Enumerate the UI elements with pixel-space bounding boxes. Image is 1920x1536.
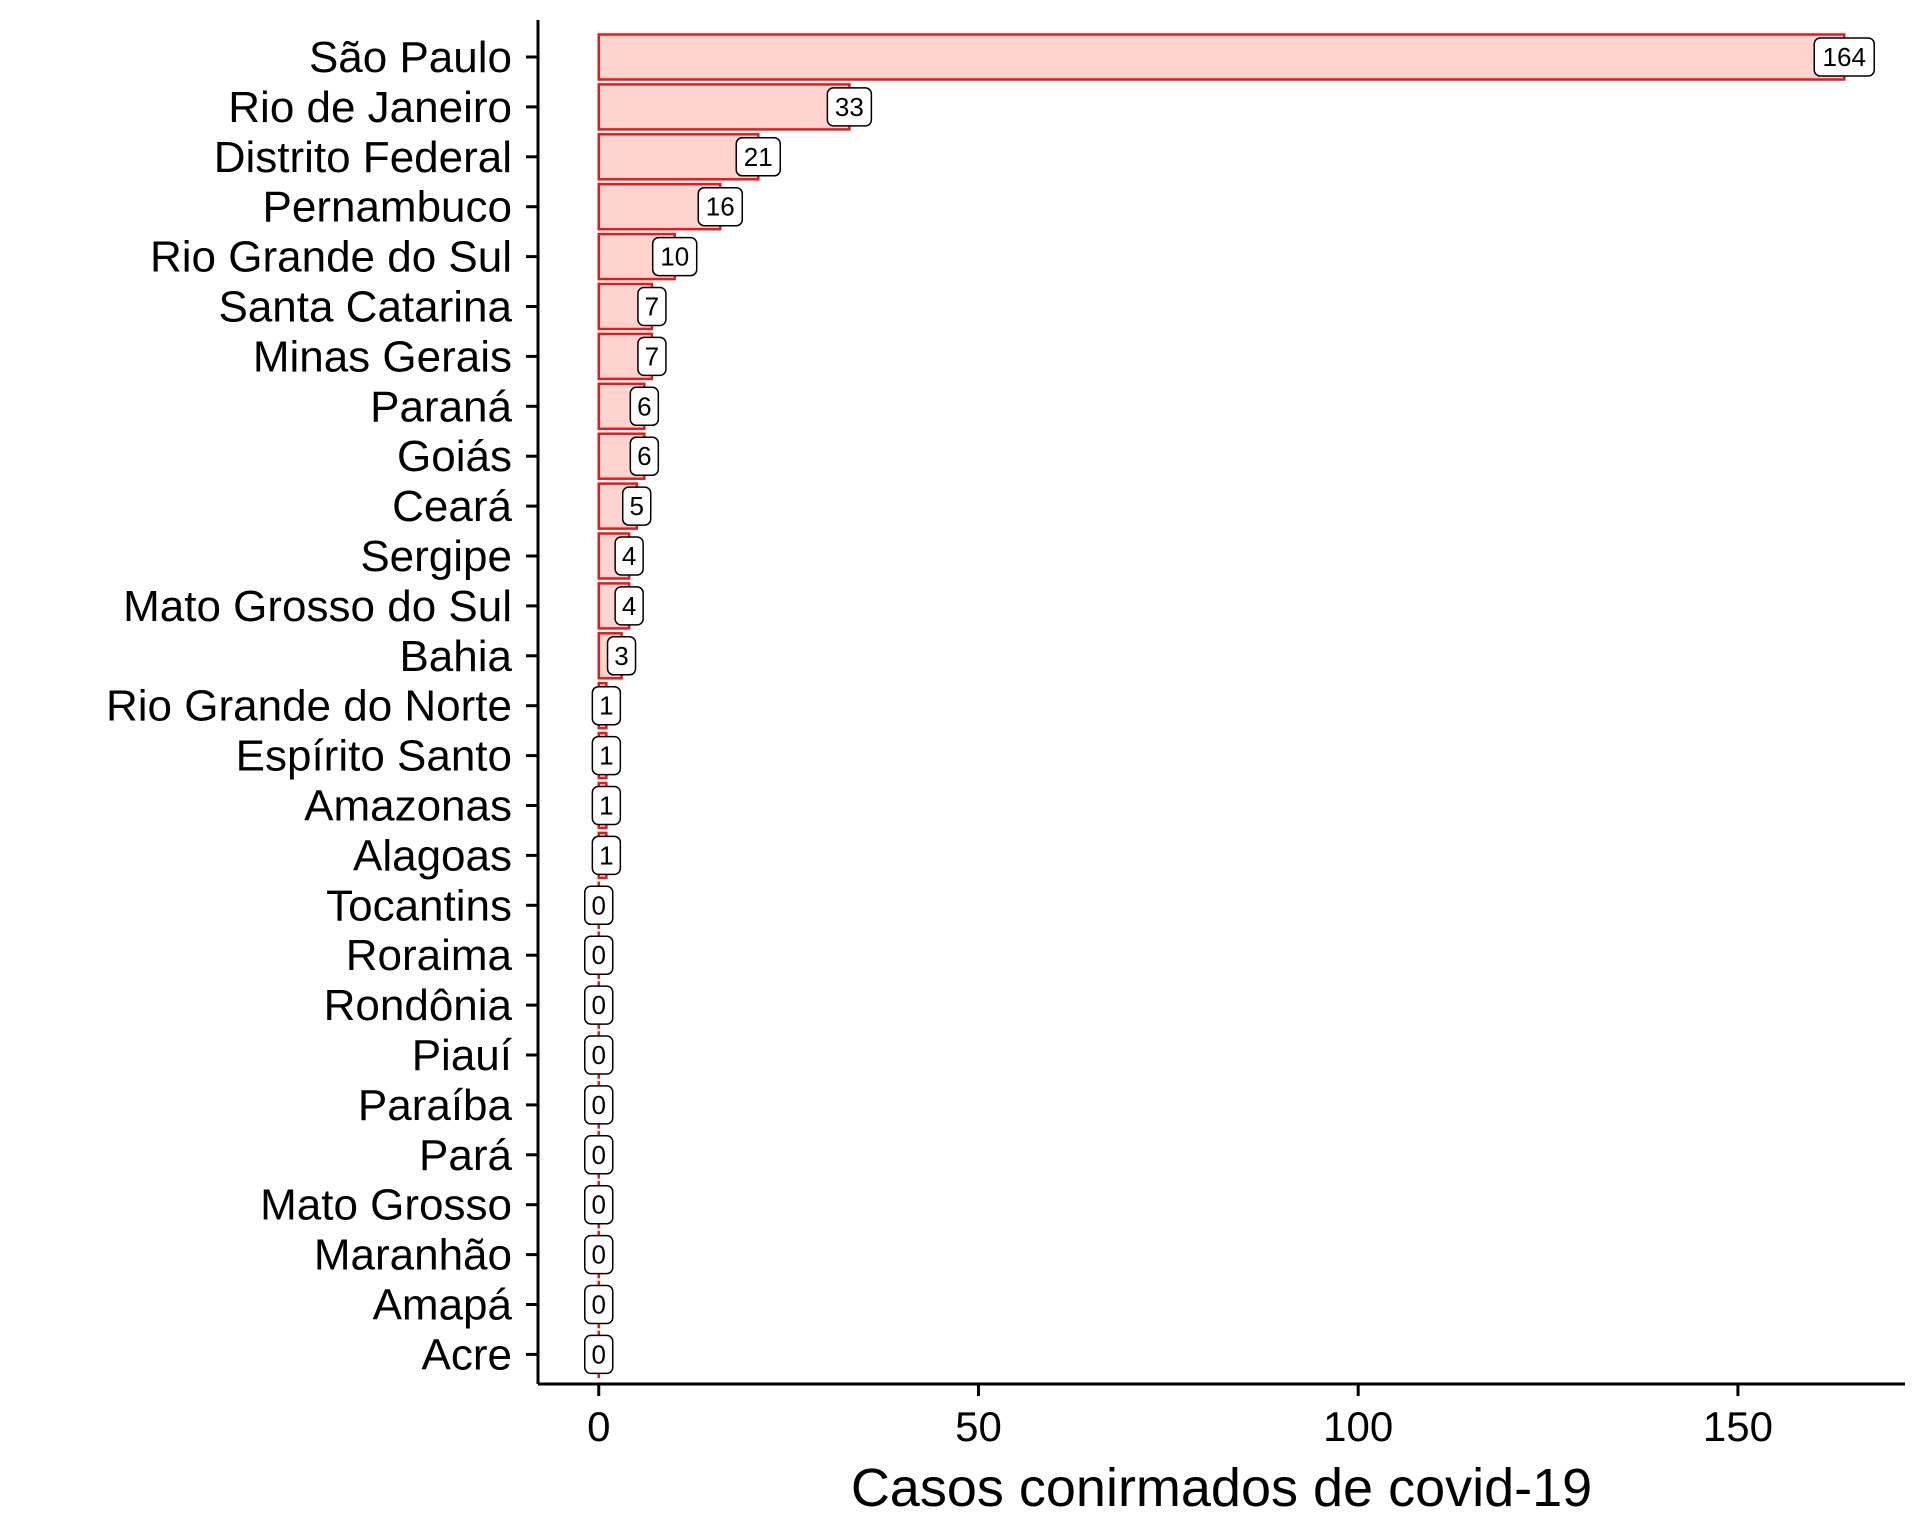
category-label: Distrito Federal — [214, 133, 512, 182]
category-label: Santa Catarina — [218, 283, 512, 332]
category-label: São Paulo — [309, 33, 512, 82]
data-label-box — [584, 935, 614, 975]
data-label-box — [629, 386, 660, 427]
data-label-box — [614, 536, 644, 576]
bar — [597, 83, 851, 131]
data-label-box — [606, 636, 637, 676]
data-label-box — [614, 586, 644, 626]
axes-group — [536, 20, 1905, 1386]
category-label: Amapá — [373, 1281, 513, 1330]
data-label-box — [591, 685, 622, 726]
data-label: 7 — [645, 341, 659, 371]
data-label: 0 — [592, 1290, 606, 1320]
data-label-box — [1813, 37, 1875, 77]
data-label-box — [826, 87, 873, 127]
data-label-box — [584, 1184, 614, 1225]
category-label: Mato Grosso — [260, 1181, 512, 1230]
data-label-box — [591, 835, 622, 876]
data-label: 7 — [645, 292, 659, 322]
data-label: 4 — [622, 591, 636, 621]
data-label-box — [651, 236, 698, 277]
data-label: 16 — [706, 192, 735, 222]
data-label: 0 — [592, 1339, 606, 1369]
data-label-box — [629, 436, 660, 476]
data-label: 21 — [744, 142, 773, 172]
x-tick-label: 50 — [955, 1403, 1002, 1450]
data-label-box — [584, 1085, 614, 1125]
data-label-box — [584, 1334, 614, 1375]
data-label-box — [591, 735, 622, 776]
data-label-box — [591, 785, 622, 826]
data-label: 0 — [592, 890, 606, 920]
category-label: Mato Grosso do Sul — [123, 582, 512, 631]
data-label-box — [735, 137, 781, 177]
data-label: 3 — [614, 641, 628, 671]
category-label: Pernambuco — [263, 183, 512, 232]
data-label: 0 — [592, 1140, 606, 1170]
data-label-box — [584, 1035, 614, 1075]
data-label-box — [584, 1284, 614, 1325]
data-label-box — [697, 186, 744, 227]
data-label: 0 — [592, 1190, 606, 1220]
x-tick-labels: 0 50 100 150 — [587, 1384, 1773, 1450]
data-label-box — [584, 985, 614, 1025]
bar — [597, 33, 1846, 81]
data-label: 0 — [592, 940, 606, 970]
data-label: 5 — [629, 491, 643, 521]
data-label: 1 — [599, 840, 613, 870]
category-label: Espírito Santo — [236, 732, 512, 781]
data-label: 6 — [637, 391, 651, 421]
data-label-box — [584, 1234, 614, 1275]
category-label: Goiás — [397, 432, 512, 481]
x-tick-label: 0 — [587, 1403, 610, 1450]
data-label: 1 — [599, 791, 613, 821]
category-label: Pará — [419, 1131, 512, 1180]
category-label: Rio Grande do Sul — [150, 233, 512, 282]
x-tick-label: 100 — [1323, 1403, 1393, 1450]
data-label-box — [637, 286, 667, 327]
category-label: Amazonas — [304, 782, 512, 831]
category-label: Ceará — [392, 482, 512, 531]
category-label: Minas Gerais — [253, 332, 512, 381]
data-label: 0 — [592, 1040, 606, 1070]
data-label: 33 — [835, 92, 864, 122]
bars-group — [597, 33, 1846, 1379]
category-label: Alagoas — [353, 831, 512, 880]
category-label: Rio Grande do Norte — [106, 682, 512, 731]
category-label: Acre — [422, 1330, 512, 1379]
data-label: 6 — [637, 441, 651, 471]
category-label: Rondônia — [324, 981, 513, 1030]
category-label: Piauí — [412, 1031, 513, 1080]
data-label-box — [637, 336, 667, 377]
data-label-box — [584, 1135, 614, 1175]
data-label-box — [621, 486, 652, 526]
category-label: Rio de Janeiro — [228, 83, 512, 132]
data-label: 0 — [592, 1240, 606, 1270]
category-label: Bahia — [399, 632, 512, 681]
data-label: 164 — [1823, 42, 1866, 72]
bar — [597, 133, 760, 181]
category-label: Maranhão — [314, 1231, 512, 1280]
x-tick-label: 150 — [1703, 1403, 1773, 1450]
data-label: 4 — [622, 541, 636, 571]
x-axis-title: Casos conirmados de covid-19 — [851, 1458, 1592, 1518]
data-label: 10 — [660, 242, 689, 272]
category-label: Paraná — [370, 382, 512, 431]
data-label: 0 — [592, 1090, 606, 1120]
data-label: 1 — [599, 741, 613, 771]
data-label: 0 — [592, 990, 606, 1020]
category-label: Roraima — [346, 931, 513, 980]
category-label: Paraíba — [358, 1081, 513, 1130]
data-label-box — [584, 885, 614, 926]
category-label: Sergipe — [360, 532, 512, 581]
data-label: 1 — [599, 691, 613, 721]
category-label: Tocantins — [326, 881, 512, 930]
